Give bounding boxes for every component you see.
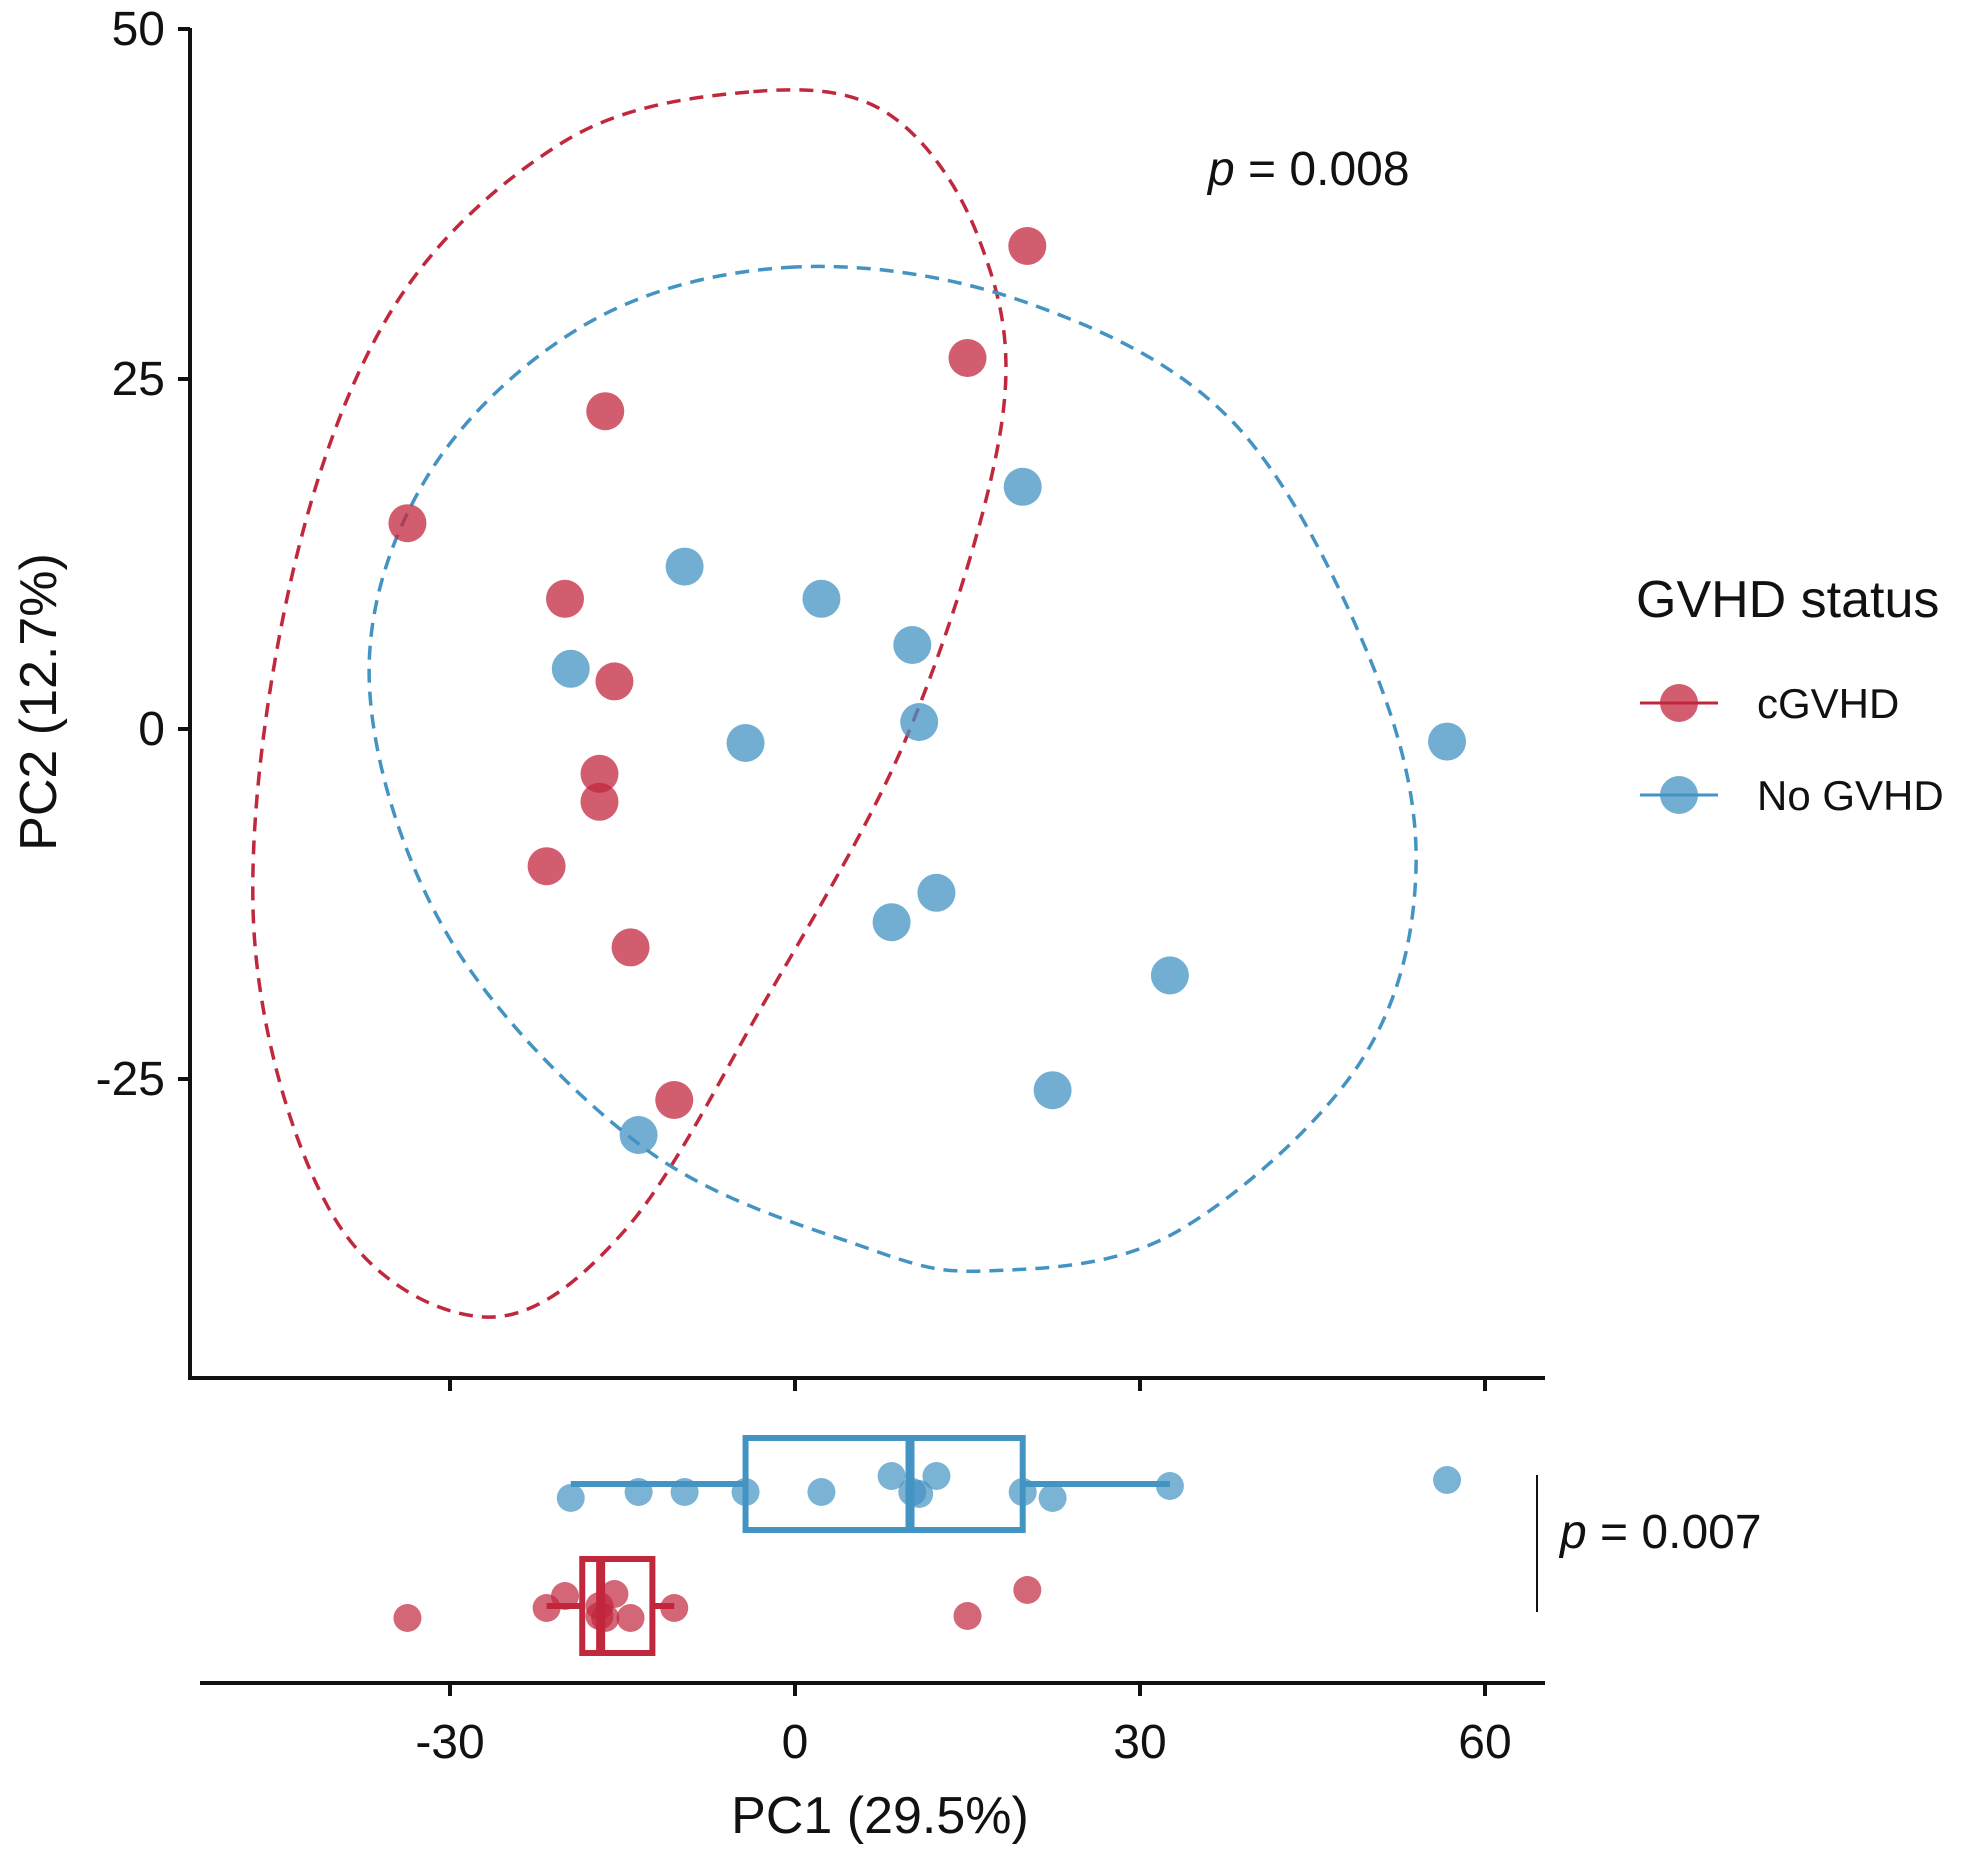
point-no-gvhd: [1003, 467, 1042, 506]
box-point-cgvhd: [591, 1604, 620, 1632]
point-cgvhd: [527, 847, 566, 886]
legend-label: No GVHD: [1757, 772, 1944, 819]
point-no-gvhd: [900, 703, 939, 741]
box-point-no-gvhd: [1008, 1478, 1037, 1506]
point-no-gvhd: [726, 724, 765, 762]
y-tick-label: 50: [112, 3, 165, 56]
point-no-gvhd: [1428, 722, 1467, 761]
y-tick-label: -25: [96, 1053, 165, 1106]
point-cgvhd: [388, 504, 427, 543]
p-symbol: p: [1558, 1506, 1587, 1559]
box-point-no-gvhd: [922, 1462, 951, 1490]
box-point-no-gvhd: [905, 1480, 934, 1508]
x-tick-label: -30: [415, 1716, 484, 1769]
point-cgvhd: [595, 662, 634, 701]
x-tick-label: 30: [1113, 1716, 1166, 1769]
point-no-gvhd: [1150, 956, 1189, 995]
legend-item-cgvhd: cGVHD: [1640, 680, 1899, 727]
ellipse-no-gvhd: [367, 264, 1418, 1273]
box-point-no-gvhd: [670, 1478, 699, 1506]
box-point-no-gvhd: [624, 1478, 653, 1506]
box-point-cgvhd: [953, 1602, 982, 1630]
y-tick-label: 0: [138, 703, 165, 756]
legend-item-no-gvhd: No GVHD: [1640, 772, 1944, 819]
box-point-cgvhd: [1013, 1576, 1042, 1604]
box-point-no-gvhd: [807, 1478, 836, 1506]
p-value-text: = 0.007: [1587, 1506, 1762, 1559]
y-tick-label: 25: [112, 353, 165, 406]
box-panel: -30 0 30 60 p = 0.007 PC1 (29.5%): [200, 1435, 1762, 1845]
box-point-cgvhd: [660, 1594, 689, 1622]
box-point-no-gvhd: [877, 1462, 906, 1490]
x-axis-title: PC1 (29.5%): [731, 1787, 1029, 1845]
ellipse-cgvhd: [251, 88, 1008, 1319]
point-cgvhd: [546, 579, 584, 618]
point-no-gvhd: [551, 649, 590, 688]
box-point-no-gvhd: [1038, 1484, 1067, 1512]
point-no-gvhd: [665, 547, 704, 586]
box-cgvhd: [579, 1556, 656, 1656]
point-cgvhd: [580, 782, 619, 821]
legend-key-point: [1660, 684, 1698, 722]
box-point-no-gvhd: [556, 1484, 585, 1512]
box-point-cgvhd: [616, 1604, 645, 1632]
y-axis-title: PC2 (12.7%): [10, 553, 68, 851]
point-cgvhd: [611, 928, 650, 967]
box-point-cgvhd: [600, 1580, 629, 1608]
y-ticks: 50 25 0 -25: [96, 3, 190, 1106]
box-p-value: p = 0.007: [1558, 1506, 1762, 1559]
box-point-no-gvhd: [1433, 1466, 1462, 1494]
legend-title: GVHD status: [1636, 571, 1939, 629]
x-tick-label: 0: [782, 1716, 809, 1769]
confidence-ellipses: [251, 88, 1418, 1319]
point-no-gvhd: [802, 579, 841, 618]
scatter-x-ticks: [448, 1378, 1487, 1391]
box-point-no-gvhd: [1155, 1472, 1184, 1500]
point-cgvhd: [1008, 227, 1047, 265]
box-point-no-gvhd: [731, 1478, 760, 1506]
point-no-gvhd: [1033, 1071, 1072, 1110]
scatter-points: [388, 227, 1467, 1154]
x-ticks: -30 0 30 60: [415, 1683, 1512, 1769]
legend: GVHD status cGVHD No GVHD: [1636, 571, 1944, 819]
point-cgvhd: [586, 392, 625, 431]
point-no-gvhd: [893, 626, 932, 664]
point-cgvhd: [948, 339, 987, 377]
point-cgvhd: [655, 1081, 694, 1119]
scatter-p-value: p = 0.008: [1206, 143, 1410, 196]
point-cgvhd: [580, 754, 619, 793]
x-tick-label: 60: [1458, 1716, 1511, 1769]
legend-key-point: [1660, 776, 1698, 814]
point-no-gvhd: [872, 903, 911, 942]
legend-label: cGVHD: [1757, 680, 1899, 727]
p-value-text: = 0.008: [1235, 143, 1410, 196]
p-symbol: p: [1206, 143, 1235, 196]
point-no-gvhd: [917, 873, 956, 912]
point-no-gvhd: [619, 1116, 658, 1154]
boxplots: [393, 1435, 1462, 1656]
scatter-panel: 50 25 0 -25 PC2 (12.7%) p = 0.008: [10, 3, 1545, 1391]
box-point-cgvhd: [393, 1604, 422, 1632]
box-point-cgvhd: [551, 1582, 579, 1610]
